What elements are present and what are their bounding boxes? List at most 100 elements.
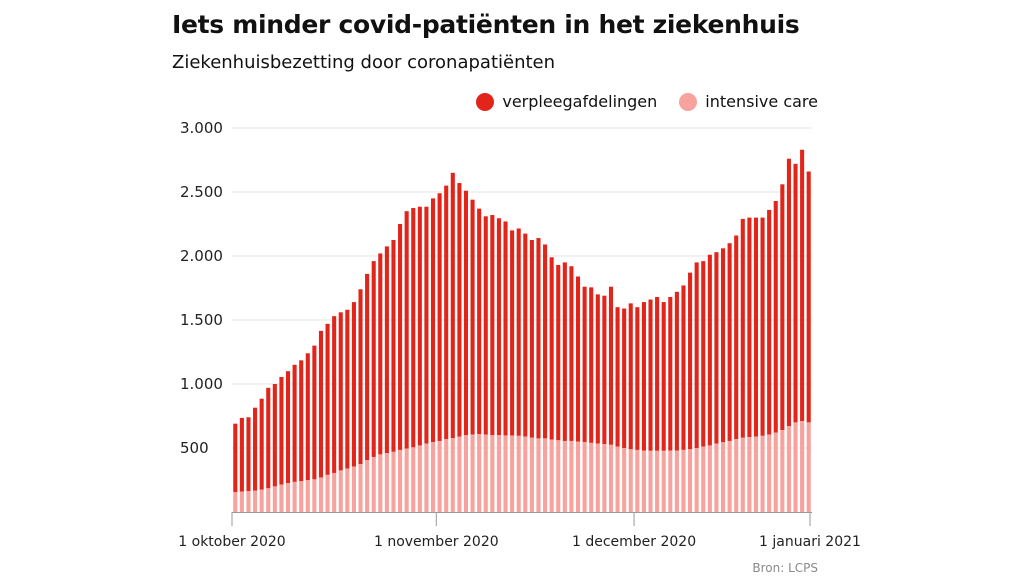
bar-intensive-care bbox=[246, 491, 251, 512]
bar-verpleegafdelingen bbox=[595, 294, 600, 444]
bar-intensive-care bbox=[556, 440, 561, 512]
bar-intensive-care bbox=[635, 449, 640, 512]
bar-verpleegafdelingen bbox=[701, 261, 706, 447]
bar-verpleegafdelingen bbox=[510, 230, 515, 436]
bar-verpleegafdelingen bbox=[279, 376, 284, 485]
bar-intensive-care bbox=[793, 422, 798, 512]
bar-verpleegafdelingen bbox=[483, 216, 488, 435]
bar-intensive-care bbox=[516, 435, 521, 512]
bar-intensive-care bbox=[562, 440, 567, 512]
bar-verpleegafdelingen bbox=[575, 276, 581, 442]
chart-subtitle: Ziekenhuisbezetting door coronapatiënten bbox=[172, 52, 556, 73]
bar-intensive-care bbox=[806, 422, 811, 512]
bar-intensive-care bbox=[602, 444, 607, 512]
bar-intensive-care bbox=[628, 449, 633, 512]
bar-intensive-care bbox=[490, 435, 495, 512]
bar-intensive-care bbox=[358, 464, 363, 512]
bar-intensive-care bbox=[312, 479, 317, 512]
bar-intensive-care bbox=[767, 434, 772, 512]
bar-intensive-care bbox=[437, 440, 442, 512]
bar-intensive-care bbox=[800, 421, 805, 512]
bar-intensive-care bbox=[424, 443, 429, 512]
bar-intensive-care bbox=[378, 454, 383, 512]
bar-verpleegafdelingen bbox=[523, 233, 528, 437]
bar-verpleegafdelingen bbox=[622, 308, 627, 448]
bar-intensive-care bbox=[496, 435, 501, 512]
bar-intensive-care bbox=[345, 468, 350, 512]
bar-intensive-care bbox=[279, 484, 284, 512]
bar-verpleegafdelingen bbox=[556, 264, 561, 441]
bar-intensive-care bbox=[285, 483, 291, 512]
bar-verpleegafdelingen bbox=[318, 330, 324, 478]
bar-intensive-care bbox=[641, 450, 646, 512]
bar-verpleegafdelingen bbox=[312, 345, 317, 480]
bar-verpleegafdelingen bbox=[674, 291, 679, 451]
bar-verpleegafdelingen bbox=[549, 257, 554, 440]
bar-verpleegafdelingen bbox=[457, 183, 462, 437]
bar-intensive-care bbox=[325, 474, 330, 512]
chart-title: Iets minder covid-patiënten in het zieke… bbox=[172, 10, 800, 39]
bar-verpleegafdelingen bbox=[720, 248, 726, 443]
bar-intensive-care bbox=[780, 430, 785, 512]
bar-verpleegafdelingen bbox=[688, 272, 693, 450]
bar-verpleegafdelingen bbox=[299, 360, 304, 482]
bar-verpleegafdelingen bbox=[332, 316, 337, 473]
bar-verpleegafdelingen bbox=[740, 218, 745, 438]
y-tick-label: 2.500 bbox=[180, 183, 223, 201]
bar-intensive-care bbox=[384, 453, 389, 512]
bar-verpleegafdelingen bbox=[602, 295, 607, 445]
bar-intensive-care bbox=[668, 450, 673, 512]
bar-intensive-care bbox=[582, 442, 587, 512]
y-tick-label: 2.000 bbox=[180, 247, 223, 265]
bar-verpleegafdelingen bbox=[398, 224, 403, 450]
bar-intensive-care bbox=[266, 488, 271, 512]
bar-intensive-care bbox=[543, 438, 548, 512]
bar-verpleegafdelingen bbox=[747, 217, 752, 438]
x-tick-label: 1 januari 2021 bbox=[759, 534, 861, 550]
bar-intensive-care bbox=[575, 441, 581, 512]
bar-verpleegafdelingen bbox=[253, 407, 258, 491]
bar-verpleegafdelingen bbox=[707, 254, 712, 446]
bar-intensive-care bbox=[417, 445, 422, 512]
bar-intensive-care bbox=[239, 491, 244, 512]
bar-intensive-care bbox=[648, 450, 653, 512]
bar-verpleegafdelingen bbox=[503, 221, 508, 436]
bar-intensive-care bbox=[477, 434, 482, 512]
bar-intensive-care bbox=[688, 449, 693, 512]
bar-intensive-care bbox=[773, 432, 778, 512]
legend: verpleegafdelingen intensive care bbox=[454, 92, 818, 111]
bar-verpleegafdelingen bbox=[569, 266, 574, 441]
bar-verpleegafdelingen bbox=[338, 312, 343, 471]
bar-verpleegafdelingen bbox=[661, 302, 666, 451]
bar-verpleegafdelingen bbox=[760, 217, 765, 436]
legend-item-verpleegafdelingen: verpleegafdelingen bbox=[476, 92, 657, 111]
bar-intensive-care bbox=[483, 434, 488, 512]
legend-label-verpleegafdelingen: verpleegafdelingen bbox=[502, 92, 658, 111]
bar-verpleegafdelingen bbox=[246, 417, 251, 492]
bar-intensive-care bbox=[259, 489, 264, 512]
bar-verpleegafdelingen bbox=[285, 371, 291, 484]
bar-verpleegafdelingen bbox=[641, 302, 646, 451]
bar-verpleegafdelingen bbox=[463, 190, 469, 436]
bar-intensive-care bbox=[371, 456, 376, 512]
bar-intensive-care bbox=[450, 438, 455, 512]
bar-intensive-care bbox=[430, 442, 436, 512]
bar-intensive-care bbox=[398, 449, 403, 512]
bar-intensive-care bbox=[694, 448, 699, 512]
bar-intensive-care bbox=[391, 451, 396, 512]
bar-intensive-care bbox=[701, 446, 706, 512]
bar-verpleegafdelingen bbox=[727, 243, 732, 441]
bar-verpleegafdelingen bbox=[582, 286, 587, 443]
bar-intensive-care bbox=[351, 466, 356, 512]
bar-intensive-care bbox=[272, 486, 277, 512]
bar-verpleegafdelingen bbox=[734, 235, 739, 440]
bar-verpleegafdelingen bbox=[371, 261, 376, 457]
bar-intensive-care bbox=[727, 440, 732, 512]
bar-intensive-care bbox=[444, 439, 449, 512]
bar-intensive-care bbox=[681, 449, 686, 512]
bar-intensive-care bbox=[529, 437, 534, 512]
bar-verpleegafdelingen bbox=[543, 244, 548, 439]
bar-intensive-care bbox=[332, 472, 337, 512]
bar-verpleegafdelingen bbox=[450, 172, 455, 439]
bar-intensive-care bbox=[753, 436, 759, 512]
